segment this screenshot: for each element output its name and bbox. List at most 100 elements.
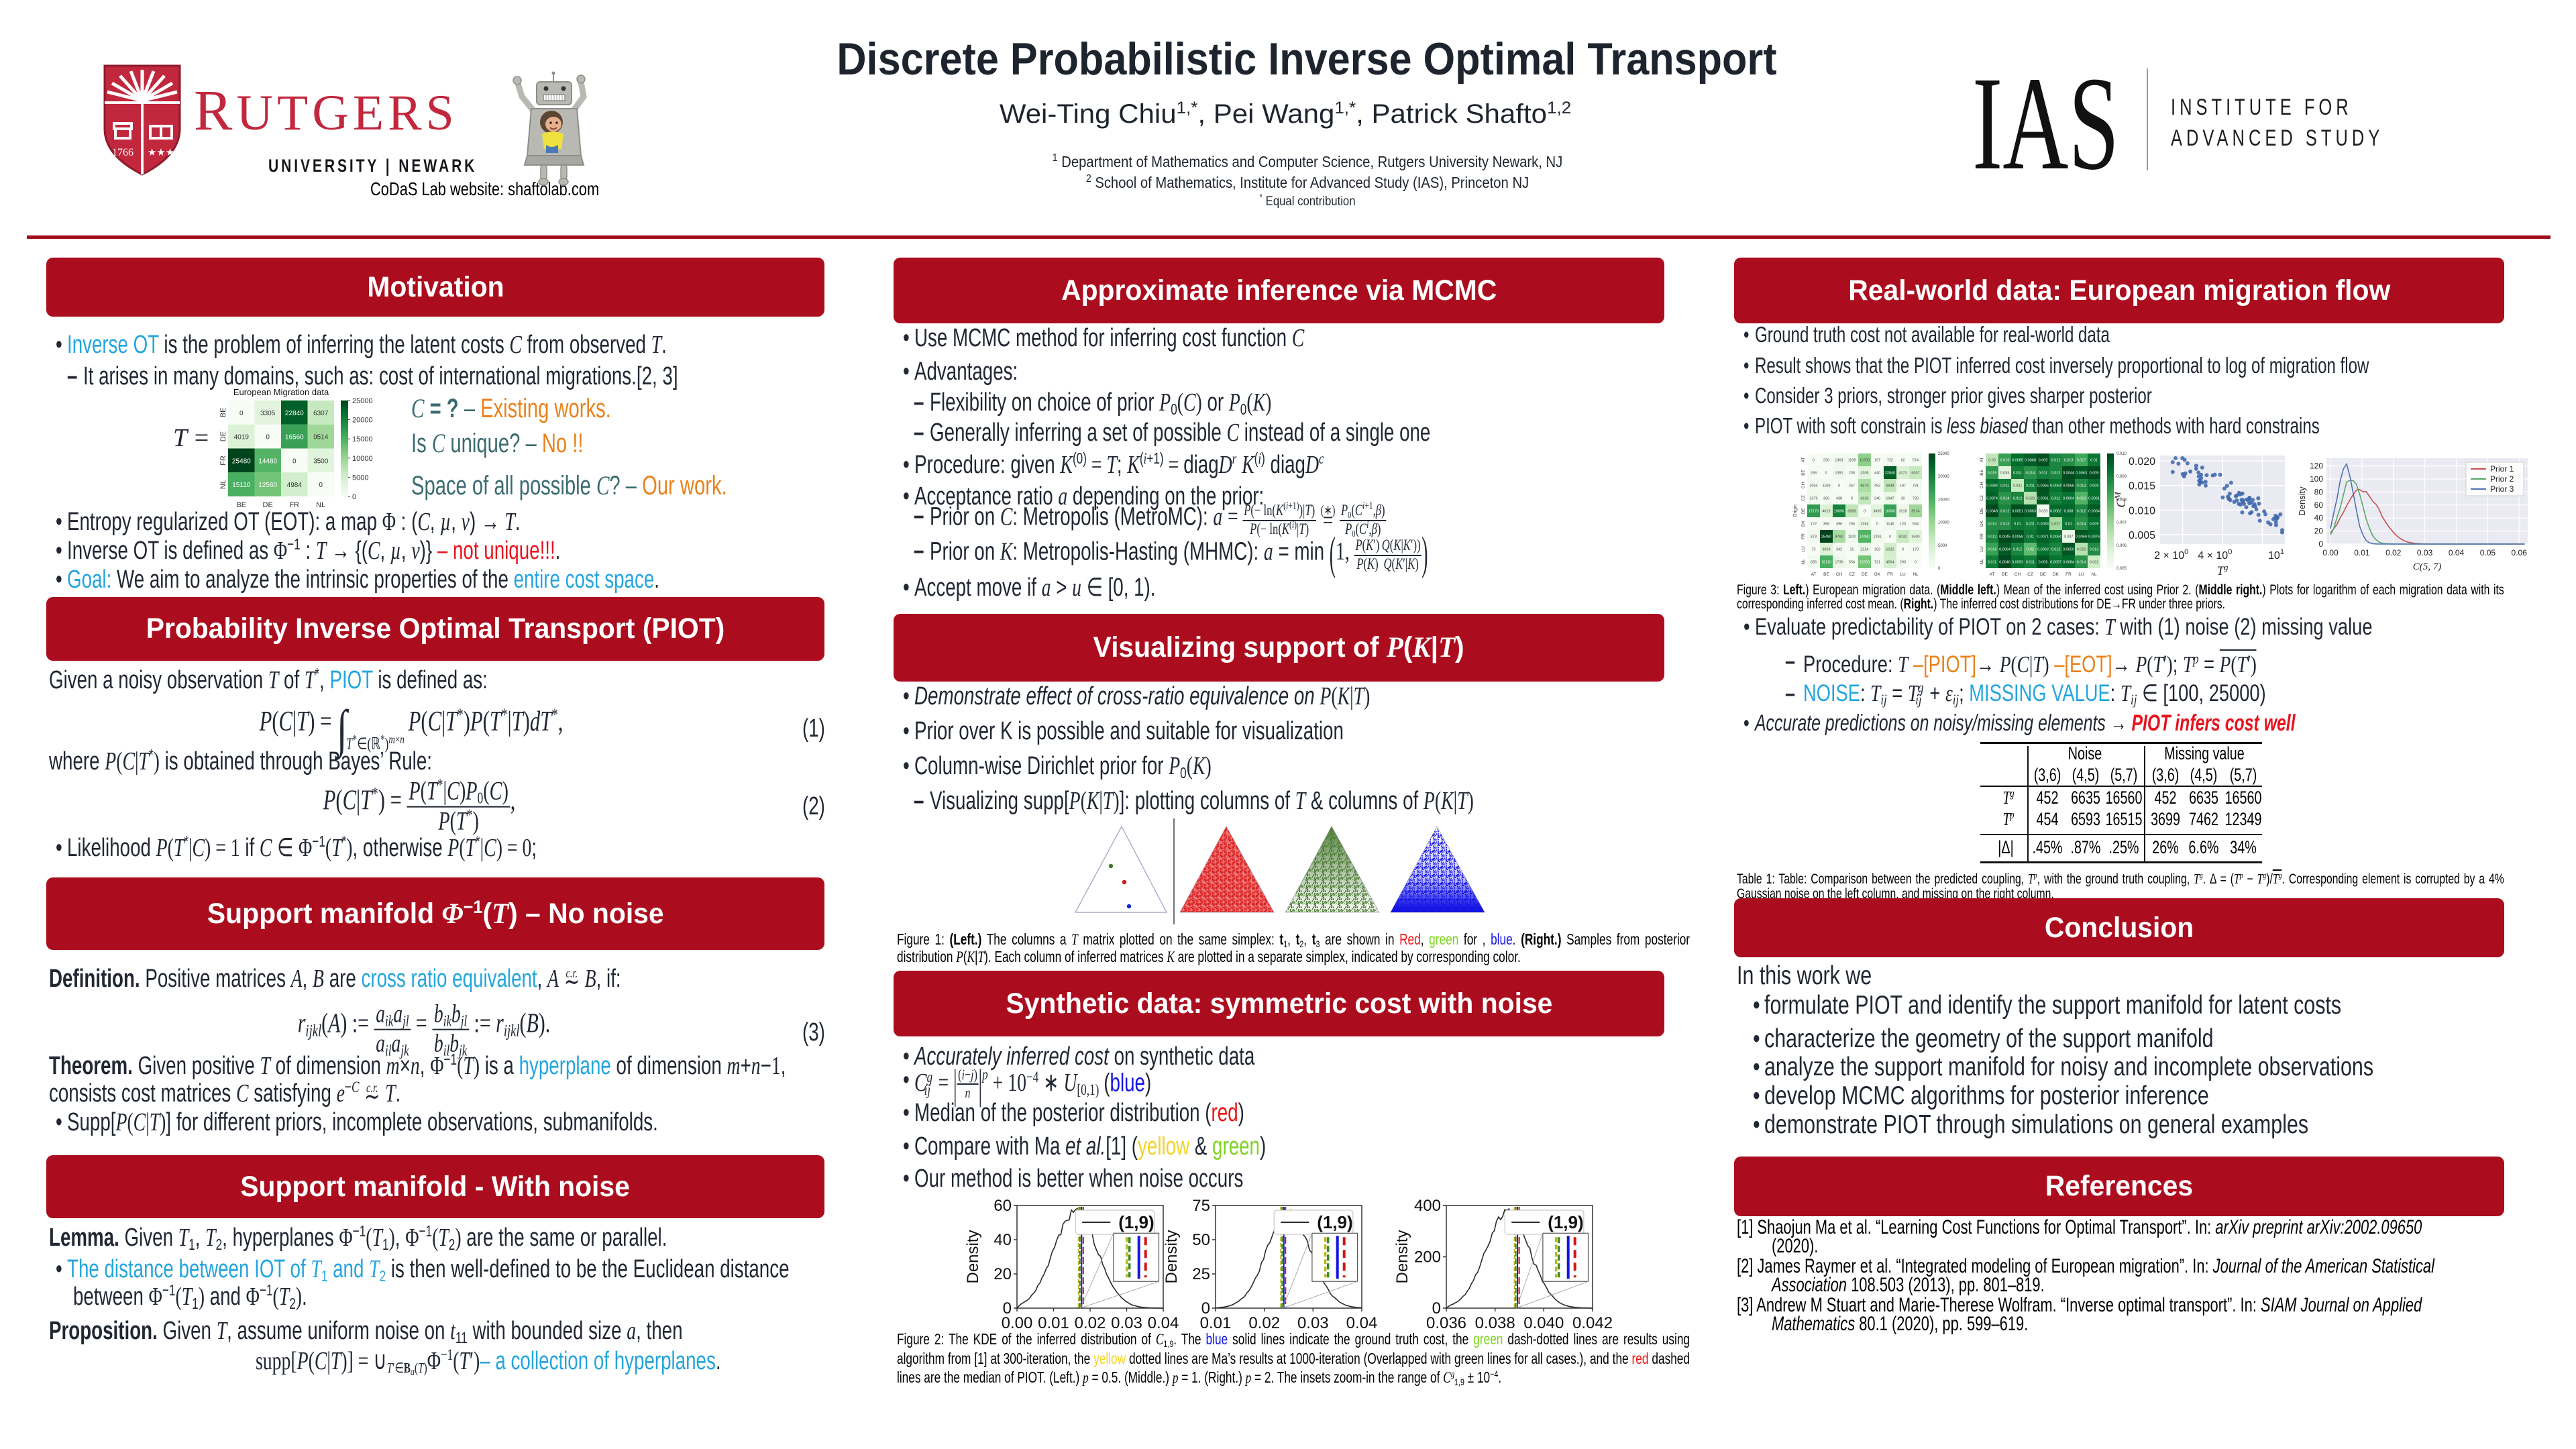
svg-text:290: 290 bbox=[1900, 561, 1906, 565]
svg-text:0.009: 0.009 bbox=[2090, 484, 2099, 488]
svg-text:0.011: 0.011 bbox=[2026, 523, 2035, 527]
svg-text:6307: 6307 bbox=[313, 410, 329, 417]
svg-text:1053: 1053 bbox=[1809, 484, 1817, 488]
svg-text:C(5, 7): C(5, 7) bbox=[2413, 561, 2442, 572]
svg-text:0.03: 0.03 bbox=[1111, 1314, 1142, 1332]
svg-text:12560: 12560 bbox=[1860, 561, 1870, 565]
svg-text:721: 721 bbox=[1874, 561, 1880, 565]
svg-text:15110: 15110 bbox=[232, 482, 251, 489]
svg-text:AT: AT bbox=[1811, 572, 1817, 577]
svg-text:FR: FR bbox=[1980, 533, 1984, 539]
svg-text:0.014: 0.014 bbox=[2026, 472, 2035, 476]
svg-text:0.005: 0.005 bbox=[2090, 472, 2099, 476]
svg-text:5032: 5032 bbox=[1886, 548, 1894, 552]
svg-text:75: 75 bbox=[1192, 1197, 1210, 1215]
svg-text:100: 100 bbox=[2310, 474, 2323, 484]
svg-text:120: 120 bbox=[2310, 462, 2323, 471]
svg-text:62: 62 bbox=[1900, 459, 1904, 463]
svg-text:22840: 22840 bbox=[1885, 472, 1895, 476]
svg-text:0.012: 0.012 bbox=[2051, 548, 2061, 552]
svg-text:6948: 6948 bbox=[1886, 484, 1894, 488]
svg-text:0.031: 0.031 bbox=[2013, 484, 2023, 488]
svg-text:1391: 1391 bbox=[1835, 472, 1843, 476]
svg-text:0.007: 0.007 bbox=[2116, 521, 2127, 525]
svg-text:0.006: 0.006 bbox=[2116, 544, 2127, 548]
svg-text:Density: Density bbox=[1393, 1230, 1411, 1283]
svg-text:14480: 14480 bbox=[258, 458, 277, 465]
svg-text:230: 230 bbox=[1823, 459, 1829, 463]
svg-text:10730: 10730 bbox=[1860, 459, 1870, 463]
svg-text:0.010: 0.010 bbox=[2116, 452, 2127, 456]
svg-text:16560: 16560 bbox=[1885, 510, 1895, 514]
svg-text:60: 60 bbox=[2314, 500, 2324, 510]
svg-text:CZ: CZ bbox=[1801, 495, 1806, 501]
svg-text:LU: LU bbox=[1801, 546, 1806, 552]
svg-text:0.014: 0.014 bbox=[2077, 561, 2086, 565]
svg-text:DE: DE bbox=[1980, 507, 1984, 514]
svg-text:CZ: CZ bbox=[1849, 572, 1855, 577]
svg-text:0.0044: 0.0044 bbox=[2063, 472, 2074, 476]
svg-text:206: 206 bbox=[1849, 523, 1855, 527]
svg-text:0.042: 0.042 bbox=[1572, 1314, 1613, 1332]
svg-text:0.010: 0.010 bbox=[2129, 505, 2155, 517]
svg-text:DK: DK bbox=[1801, 520, 1806, 527]
svg-text:534: 534 bbox=[1913, 523, 1919, 527]
svg-text:4173: 4173 bbox=[1898, 472, 1907, 476]
svg-text:0.0085: 0.0085 bbox=[2012, 459, 2023, 463]
svg-text:(1,9): (1,9) bbox=[1548, 1212, 1583, 1232]
svg-text:22840: 22840 bbox=[285, 410, 304, 417]
svg-text:European Migration data: European Migration data bbox=[233, 387, 329, 397]
svg-text:17170: 17170 bbox=[1809, 510, 1819, 514]
svg-text:5000: 5000 bbox=[352, 474, 368, 482]
svg-text:NL: NL bbox=[2091, 572, 2097, 577]
svg-text:0.00: 0.00 bbox=[1002, 1314, 1033, 1332]
svg-text:0.037: 0.037 bbox=[2064, 535, 2074, 539]
svg-text:0: 0 bbox=[1838, 484, 1840, 488]
svg-text:75: 75 bbox=[1811, 548, 1815, 552]
svg-text:0: 0 bbox=[352, 493, 356, 501]
svg-text:0.0045: 0.0045 bbox=[1999, 535, 2010, 539]
svg-text:10000: 10000 bbox=[1938, 521, 1949, 525]
svg-text:0.005: 0.005 bbox=[2129, 530, 2155, 541]
svg-text:BE: BE bbox=[219, 408, 227, 418]
svg-text:179: 179 bbox=[1913, 548, 1919, 552]
svg-text:Prior 2: Prior 2 bbox=[2490, 474, 2514, 484]
svg-text:4 × 100: 4 × 100 bbox=[2198, 548, 2232, 561]
svg-text:268: 268 bbox=[1811, 472, 1817, 476]
svg-text:0.0059: 0.0059 bbox=[2076, 535, 2087, 539]
svg-text:0.0082: 0.0082 bbox=[2050, 510, 2061, 514]
svg-text:835: 835 bbox=[1811, 561, 1817, 565]
svg-text:172: 172 bbox=[1811, 523, 1817, 527]
svg-text:0.0071: 0.0071 bbox=[2037, 535, 2049, 539]
svg-text:DE: DE bbox=[1801, 507, 1806, 514]
svg-text:726: 726 bbox=[1913, 497, 1919, 501]
svg-text:0: 0 bbox=[1864, 510, 1866, 514]
svg-text:574: 574 bbox=[1913, 459, 1919, 463]
svg-text:12560: 12560 bbox=[258, 482, 277, 489]
svg-text:20000: 20000 bbox=[1938, 475, 1949, 479]
svg-text:0.014: 0.014 bbox=[2077, 523, 2086, 527]
svg-text:0.0094: 0.0094 bbox=[2063, 497, 2074, 501]
svg-text:NL: NL bbox=[1980, 559, 1984, 565]
svg-text:0.0059: 0.0059 bbox=[2063, 548, 2074, 552]
svg-text:257: 257 bbox=[1849, 484, 1855, 488]
svg-text:0: 0 bbox=[1938, 567, 1941, 571]
svg-text:AT: AT bbox=[1990, 572, 1995, 577]
svg-text:0.01: 0.01 bbox=[1038, 1314, 1069, 1332]
svg-text:0: 0 bbox=[1825, 472, 1827, 476]
svg-text:0.029: 0.029 bbox=[2026, 497, 2035, 501]
svg-text:235: 235 bbox=[1849, 472, 1855, 476]
svg-text:9514: 9514 bbox=[313, 434, 329, 441]
svg-text:0.04: 0.04 bbox=[1346, 1314, 1378, 1332]
svg-text:0: 0 bbox=[1432, 1299, 1441, 1318]
svg-text:101: 101 bbox=[2268, 548, 2284, 561]
svg-text:0.02: 0.02 bbox=[1075, 1314, 1106, 1332]
svg-text:40: 40 bbox=[2314, 513, 2324, 523]
svg-text:0.02: 0.02 bbox=[2027, 548, 2034, 552]
svg-text:0.0097: 0.0097 bbox=[2050, 561, 2061, 565]
svg-text:0: 0 bbox=[292, 458, 297, 465]
svg-text:240: 240 bbox=[1874, 497, 1880, 501]
svg-text:366: 366 bbox=[1823, 497, 1829, 501]
svg-text:0: 0 bbox=[1003, 1299, 1012, 1318]
svg-text:25000: 25000 bbox=[1938, 452, 1949, 456]
